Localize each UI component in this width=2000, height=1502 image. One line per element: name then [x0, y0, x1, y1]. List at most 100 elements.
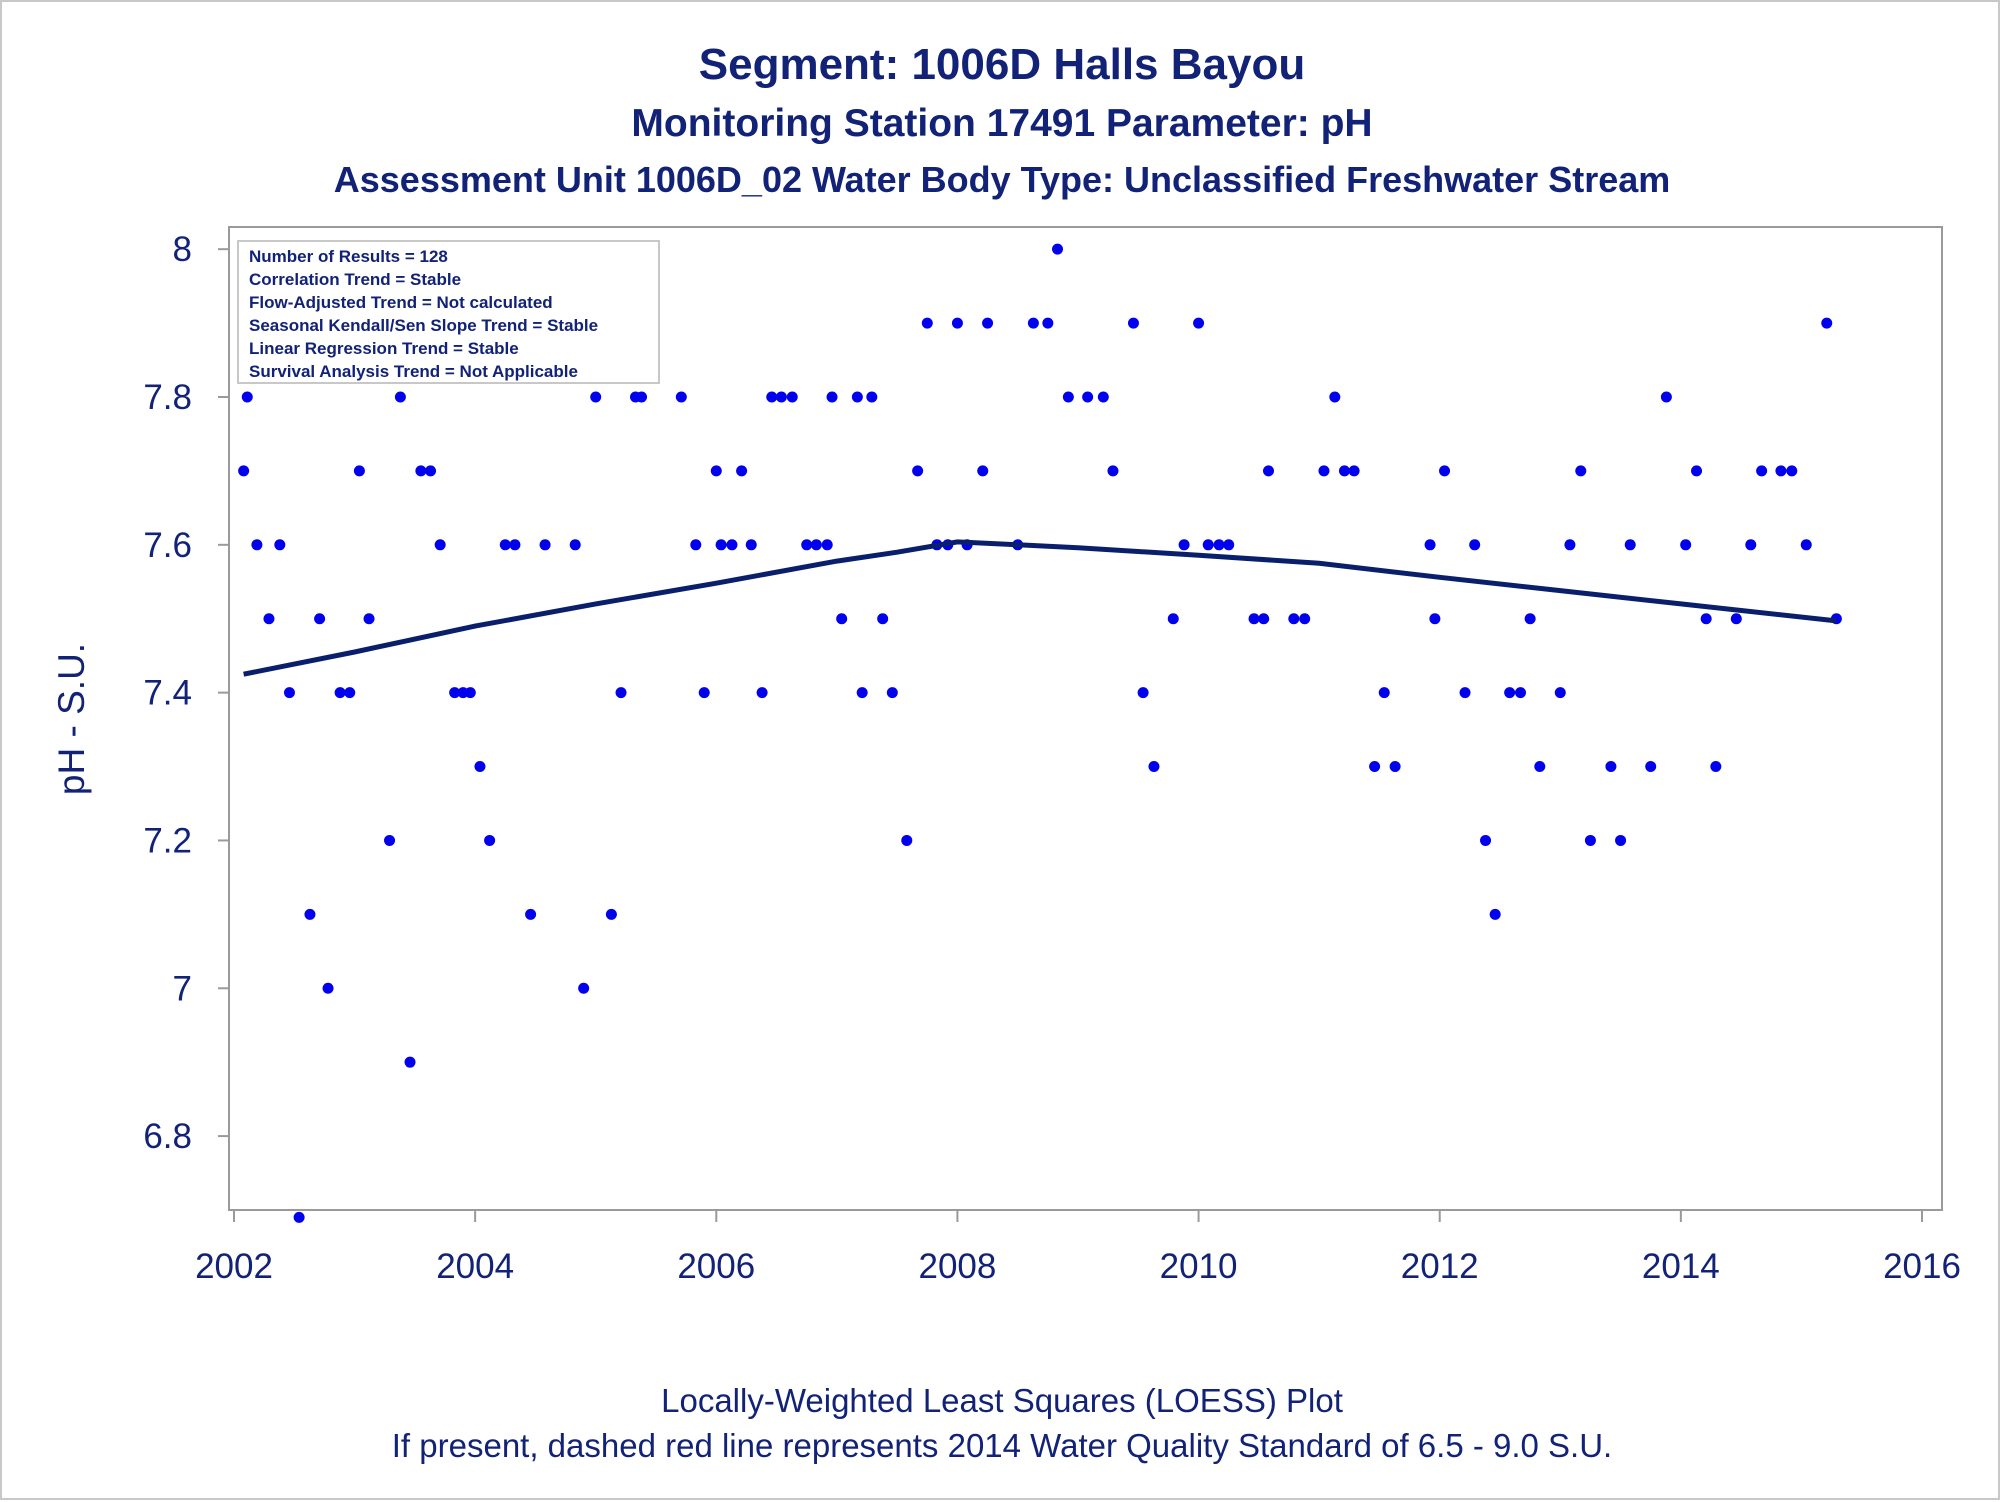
data-point	[241, 391, 253, 403]
data-point	[1645, 761, 1657, 773]
data-point	[404, 1056, 416, 1068]
y-tick-label: 8	[173, 230, 192, 269]
data-point	[590, 391, 602, 403]
data-point	[334, 687, 346, 699]
y-tick-label: 7	[173, 969, 192, 1008]
loess-line	[243, 539, 1837, 677]
data-point	[293, 1211, 305, 1223]
data-point	[826, 391, 838, 403]
data-point	[1052, 243, 1064, 255]
data-point	[1248, 613, 1260, 625]
data-point	[1584, 834, 1596, 846]
data-point	[1429, 613, 1441, 625]
y-axis: 6.8 7 7.2 7.4 7.6 7.8 8	[143, 230, 229, 1156]
data-point	[283, 687, 295, 699]
x-tick-label: 2002	[195, 1247, 273, 1286]
x-tick-label: 2006	[677, 1247, 755, 1286]
data-point	[344, 687, 356, 699]
data-point	[836, 613, 848, 625]
data-point	[901, 834, 913, 846]
data-point	[1745, 539, 1757, 551]
data-point	[851, 391, 863, 403]
trend-summary-box: Number of Results = 128 Correlation Tren…	[237, 240, 660, 384]
data-point	[675, 391, 687, 403]
footnote-1: Locally-Weighted Least Squares (LOESS) P…	[661, 1382, 1343, 1419]
data-point	[1534, 761, 1546, 773]
data-point	[1821, 317, 1833, 329]
data-point	[1660, 391, 1672, 403]
data-point	[605, 908, 617, 920]
data-point	[449, 687, 461, 699]
data-point	[775, 391, 787, 403]
data-point	[1756, 465, 1768, 477]
data-point	[736, 465, 748, 477]
data-point	[1193, 317, 1205, 329]
data-point	[1730, 613, 1742, 625]
inset-line: Flow-Adjusted Trend = Not calculated	[249, 293, 553, 312]
data-point	[251, 539, 263, 551]
data-point	[766, 391, 778, 403]
data-point	[322, 982, 334, 994]
x-tick-label: 2008	[918, 1247, 996, 1286]
data-point	[1378, 687, 1390, 699]
data-point	[464, 687, 476, 699]
data-point	[1389, 761, 1401, 773]
data-point	[1223, 539, 1235, 551]
inset-line: Linear Regression Trend = Stable	[249, 339, 519, 358]
chart-subtitle: Monitoring Station 17491 Parameter: pH	[631, 102, 1373, 145]
data-point	[1480, 834, 1492, 846]
data-point	[1575, 465, 1587, 477]
data-point	[877, 613, 889, 625]
data-point	[1329, 391, 1341, 403]
data-point	[1680, 539, 1692, 551]
data-point	[1348, 465, 1360, 477]
data-point	[1700, 613, 1712, 625]
x-tick-label: 2010	[1160, 1247, 1238, 1286]
data-point	[810, 539, 822, 551]
y-tick-label: 7.4	[143, 674, 192, 713]
data-point	[886, 687, 898, 699]
data-point	[1489, 908, 1501, 920]
data-point	[1514, 687, 1526, 699]
data-point	[951, 317, 963, 329]
data-point	[1027, 317, 1039, 329]
data-point	[821, 539, 833, 551]
data-point	[1062, 391, 1074, 403]
data-point	[509, 539, 521, 551]
data-point	[1564, 539, 1576, 551]
data-point	[1288, 613, 1300, 625]
trend-summary-border	[237, 240, 660, 384]
data-point	[690, 539, 702, 551]
data-point	[1615, 834, 1627, 846]
y-tick-label: 6.8	[143, 1117, 192, 1156]
data-point	[726, 539, 738, 551]
data-point	[1800, 539, 1812, 551]
data-point	[1469, 539, 1481, 551]
data-point	[1318, 465, 1330, 477]
data-point	[977, 465, 989, 477]
data-point	[1524, 613, 1536, 625]
y-tick-label: 7.6	[143, 526, 192, 565]
data-point	[1263, 465, 1275, 477]
data-point	[1213, 539, 1225, 551]
data-point	[1624, 539, 1636, 551]
footnote-2: If present, dashed red line represents 2…	[391, 1427, 1613, 1464]
y-tick-label: 7.8	[143, 378, 192, 417]
data-point	[1107, 465, 1119, 477]
data-point	[912, 465, 924, 477]
data-point	[1775, 465, 1787, 477]
data-point	[363, 613, 375, 625]
data-point	[1439, 465, 1451, 477]
data-point	[801, 539, 813, 551]
data-point	[1137, 687, 1149, 699]
data-point	[394, 391, 406, 403]
data-point	[304, 908, 316, 920]
inset-line: Correlation Trend = Stable	[249, 270, 461, 289]
data-point	[1178, 539, 1190, 551]
data-point	[539, 539, 551, 551]
inset-line: Survival Analysis Trend = Not Applicable	[249, 362, 578, 381]
x-tick-label: 2012	[1401, 1247, 1479, 1286]
data-points	[238, 243, 1842, 1223]
